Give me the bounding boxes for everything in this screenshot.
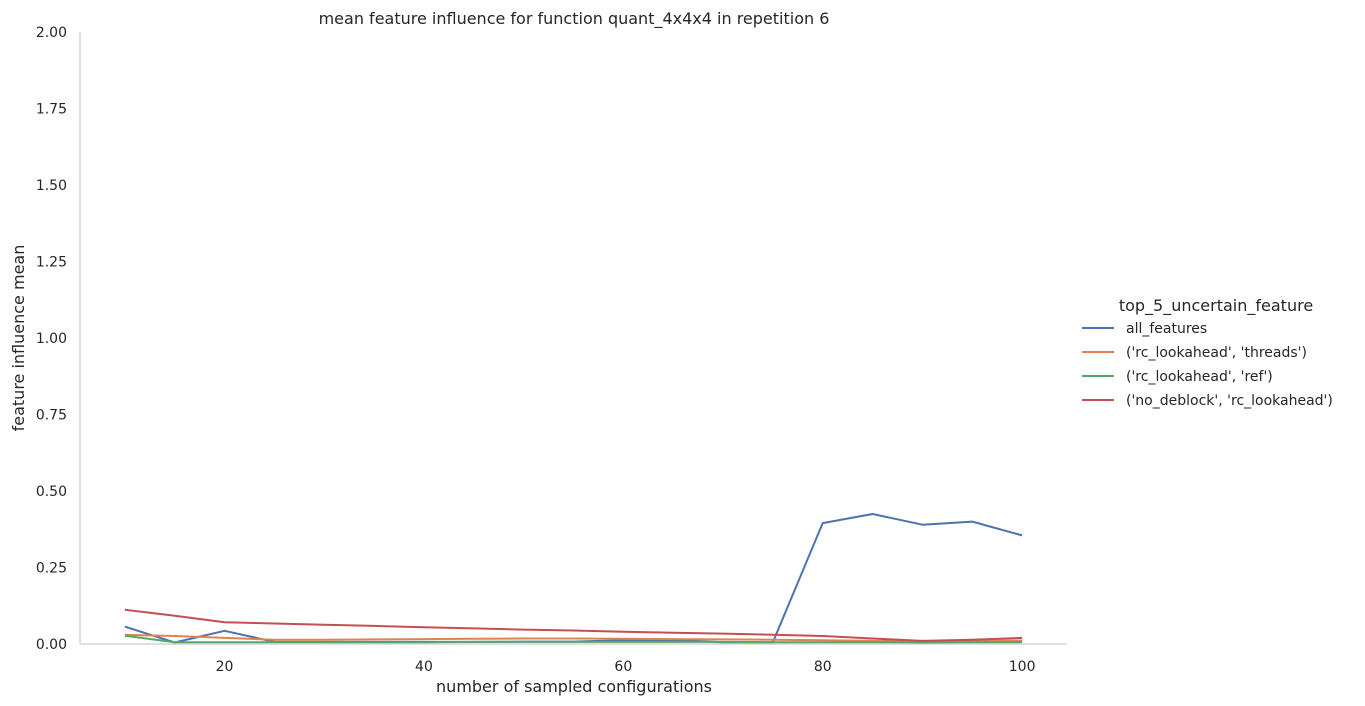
legend-label: all_features (1126, 321, 1207, 337)
series-line (124, 634, 1023, 644)
legend-label: ('rc_lookahead', 'ref') (1126, 369, 1273, 385)
y-tick-label: 1.25 (36, 255, 67, 271)
x-tick-label: 100 (1009, 659, 1036, 675)
legend-label: ('rc_lookahead', 'threads') (1126, 345, 1307, 361)
x-tick-label: 80 (814, 659, 832, 675)
chart-title: mean feature influence for function quan… (319, 9, 830, 29)
x-axis-label: number of sampled configurations (436, 677, 712, 696)
y-axis-label: feature influence mean (9, 245, 28, 432)
series-line (124, 608, 1023, 642)
legend: top_5_uncertain_feature all_features ('rc… (1082, 296, 1333, 409)
x-tick-label: 60 (614, 659, 632, 675)
series-line (124, 633, 1023, 643)
y-tick-label: 0.50 (36, 484, 67, 500)
y-tick-label: 0.00 (36, 637, 67, 653)
y-tick-label: 1.75 (36, 102, 67, 118)
y-tick-label: 1.00 (36, 331, 67, 347)
y-tick-label: 0.25 (36, 561, 67, 577)
x-tick-label: 40 (415, 659, 433, 675)
x-tick-label: 20 (216, 659, 234, 675)
legend-title: top_5_uncertain_feature (1119, 296, 1313, 316)
y-tick-label: 0.75 (36, 408, 67, 424)
legend-label: ('no_deblock', 'rc_lookahead') (1126, 393, 1333, 409)
y-tick-label: 2.00 (36, 25, 67, 41)
y-tick-label: 1.50 (36, 178, 67, 194)
plot-area: 0.00 0.25 0.50 0.75 1.00 1.25 1.50 1.75 2.00 20 40… (36, 25, 1067, 675)
